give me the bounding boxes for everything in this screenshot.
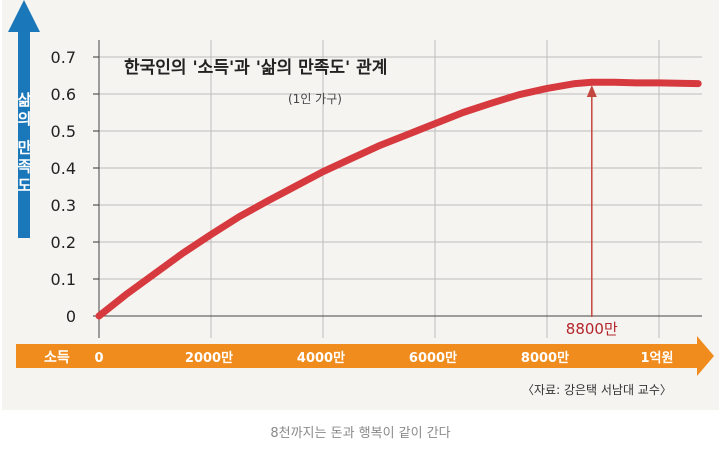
x-tick-label: 1억원 (641, 351, 674, 366)
x-tick-label: 4000만 (297, 350, 345, 366)
gridlines (93, 40, 702, 338)
y-tick-labels: 0 0.1 0.2 0.3 0.4 0.5 0.6 0.7 (51, 48, 76, 326)
source-note: 〈자료: 강은택 서남대 교수〉 (522, 383, 672, 397)
y-tick-label: 0.5 (51, 122, 76, 141)
figure-caption: 8천까지는 돈과 행복이 같이 간다 (270, 426, 451, 441)
chart-svg: 삶의 만족도 소득 0 0.1 0.2 0.3 0.4 0.5 0.6 0.7 0 2000만 4… (8, 0, 714, 397)
x-tick-label: 8000만 (521, 350, 569, 366)
x-tick-label: 6000만 (409, 350, 457, 366)
series-line (95, 78, 702, 320)
y-tick-label: 0.7 (51, 48, 76, 67)
annotation-label-bg (558, 317, 625, 339)
series-lines (95, 78, 702, 320)
y-axis-label: 삶의 만족도 (15, 92, 33, 196)
chart-subtitle: (1인 가구) (288, 92, 342, 106)
x-tick-labels: 0 2000만 4000만 6000만 8000만 1억원 (94, 350, 673, 366)
x-axis-label: 소득 (44, 350, 70, 366)
annotation-label: 8800만 (566, 320, 618, 338)
x-axis-arrow (16, 336, 714, 376)
y-tick-label: 0.6 (51, 85, 76, 104)
chart-title: 한국인의 '소득'과 '삶의 만족도' 관계 (124, 58, 387, 78)
chart-figure: 삶의 만족도 소득 0 0.1 0.2 0.3 0.4 0.5 0.6 0.7 0 2000만 4… (2, 0, 719, 410)
annotation-group: 8800만 (558, 85, 625, 339)
y-tick-label: 0.3 (51, 196, 76, 215)
y-tick-label: 0 (66, 307, 76, 326)
y-tick-label: 0.4 (51, 159, 76, 178)
x-tick-label: 0 (94, 351, 103, 366)
y-tick-label: 0.1 (51, 270, 76, 289)
x-tick-label: 2000만 (185, 350, 233, 366)
y-axis-arrow (8, 0, 40, 238)
y-tick-label: 0.2 (51, 233, 76, 252)
annotation-arrow-head (586, 85, 597, 97)
